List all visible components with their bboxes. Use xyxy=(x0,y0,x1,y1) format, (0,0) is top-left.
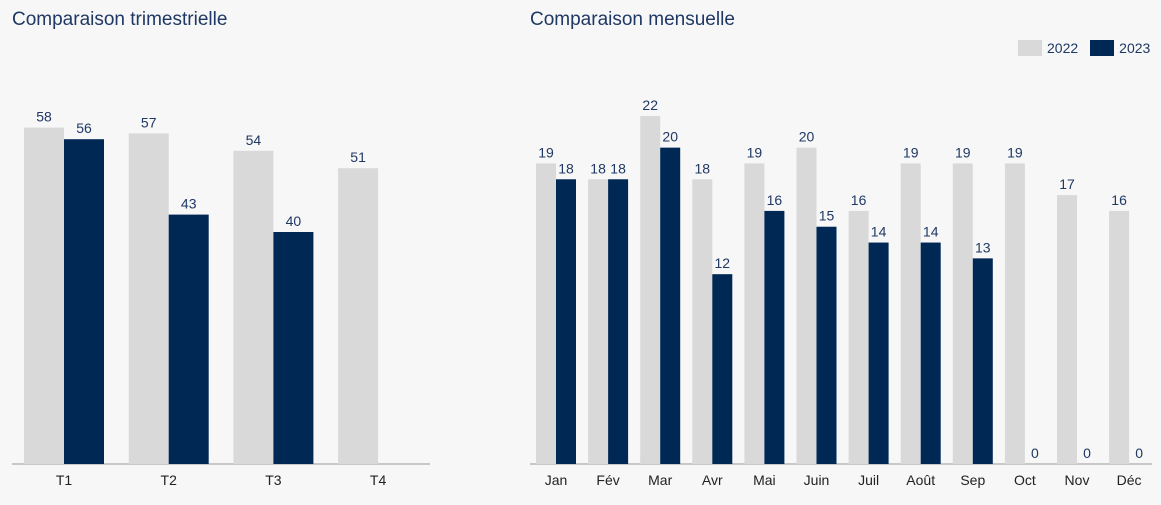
m-bar-2023-Fév xyxy=(608,179,629,465)
q-bar-2022-T3 xyxy=(233,150,274,465)
m-data-label-2022-Oct: 19 xyxy=(1007,144,1023,160)
m-data-label-2023-Nov: 0 xyxy=(1083,445,1091,461)
q-data-label-2023-T3: 40 xyxy=(286,213,302,229)
m-bar-2022-Oct xyxy=(1004,163,1025,465)
m-data-label-2022-Fév: 18 xyxy=(590,160,606,176)
q-bar-2022-T2 xyxy=(128,133,169,464)
m-data-label-2022-Mar: 22 xyxy=(642,97,658,113)
m-bar-2023-Jan xyxy=(556,179,576,465)
q-data-label-2022-T3: 54 xyxy=(246,132,262,148)
legend-swatch-2022 xyxy=(1018,40,1042,56)
m-data-label-2023-Mar: 20 xyxy=(662,129,678,145)
m-data-label-2022-Juin: 20 xyxy=(799,129,815,145)
m-bar-2023-Août xyxy=(920,242,941,464)
m-data-label-2022-Sep: 19 xyxy=(955,144,971,160)
m-bar-2022-Nov xyxy=(1057,195,1077,464)
q-tick-label-T2: T2 xyxy=(161,472,178,488)
m-bar-2023-Mai xyxy=(764,210,785,464)
m-bar-2023-Juin xyxy=(816,226,837,464)
m-data-label-2023-Sep: 13 xyxy=(975,239,991,255)
m-tick-label-Août: Août xyxy=(906,472,935,488)
m-data-label-2022-Avr: 18 xyxy=(695,160,711,176)
m-bar-2023-Avr xyxy=(712,274,733,464)
m-bar-2022-Mar xyxy=(640,116,661,464)
legend-label-2023: 2023 xyxy=(1119,40,1151,56)
q-tick-label-T1: T1 xyxy=(56,472,73,488)
m-tick-label-Fév: Fév xyxy=(596,472,619,488)
m-bar-2022-Mai xyxy=(744,163,765,465)
q-data-label-2023-T2: 43 xyxy=(181,196,197,212)
m-tick-label-Sep: Sep xyxy=(960,472,985,488)
q-bar-2022-T4 xyxy=(338,168,379,464)
m-bar-2022-Sep xyxy=(952,163,973,465)
q-data-label-2022-T2: 57 xyxy=(141,114,157,130)
m-data-label-2022-Août: 19 xyxy=(903,144,919,160)
m-tick-label-Déc: Déc xyxy=(1117,472,1142,488)
m-tick-label-Juil: Juil xyxy=(858,472,879,488)
m-data-label-2023-Jan: 18 xyxy=(558,160,574,176)
m-data-label-2023-Fév: 18 xyxy=(610,160,626,176)
m-data-label-2022-Jan: 19 xyxy=(538,144,554,160)
m-bar-2022-Août xyxy=(900,163,921,465)
m-data-label-2023-Oct: 0 xyxy=(1031,445,1039,461)
m-tick-label-Avr: Avr xyxy=(702,472,723,488)
m-bar-2022-Juin xyxy=(796,147,817,465)
q-data-label-2022-T1: 58 xyxy=(36,109,52,125)
m-bar-2023-Juil xyxy=(868,242,889,464)
m-data-label-2023-Avr: 12 xyxy=(715,255,731,271)
m-data-label-2023-Juil: 14 xyxy=(871,224,887,240)
q-bar-2023-T1 xyxy=(64,139,104,464)
q-data-label-2023-T1: 56 xyxy=(76,120,92,136)
legend-swatch-2023 xyxy=(1090,40,1115,56)
m-data-label-2023-Août: 14 xyxy=(923,224,939,240)
m-tick-label-Jan: Jan xyxy=(545,472,568,488)
m-data-label-2023-Déc: 0 xyxy=(1135,445,1143,461)
q-data-label-2022-T4: 51 xyxy=(350,149,366,165)
m-bar-2022-Avr xyxy=(692,179,713,465)
m-tick-label-Oct: Oct xyxy=(1014,472,1036,488)
m-data-label-2022-Juil: 16 xyxy=(851,192,867,208)
m-bar-2023-Mar xyxy=(660,147,681,465)
monthly-chart-title: Comparaison mensuelle xyxy=(530,9,735,30)
m-bar-2022-Fév xyxy=(588,179,609,465)
legend-label-2022: 2022 xyxy=(1047,40,1079,56)
q-tick-label-T3: T3 xyxy=(265,472,282,488)
m-bar-2022-Déc xyxy=(1109,210,1130,464)
m-tick-label-Juin: Juin xyxy=(804,472,830,488)
m-bar-2022-Juil xyxy=(848,210,869,464)
m-bar-2022-Jan xyxy=(536,163,556,465)
m-data-label-2022-Nov: 17 xyxy=(1059,176,1075,192)
m-data-label-2023-Mai: 16 xyxy=(767,192,783,208)
q-tick-label-T4: T4 xyxy=(370,472,387,488)
m-bar-2023-Sep xyxy=(972,258,993,464)
m-data-label-2022-Déc: 16 xyxy=(1111,192,1127,208)
quarterly-chart-title: Comparaison trimestrielle xyxy=(12,9,228,30)
m-tick-label-Mai: Mai xyxy=(753,472,776,488)
m-data-label-2023-Juin: 15 xyxy=(819,208,835,224)
q-bar-2023-T3 xyxy=(273,232,314,464)
m-data-label-2022-Mai: 19 xyxy=(747,144,763,160)
monthly-legend: 2022 2023 xyxy=(1018,40,1161,56)
m-tick-label-Mar: Mar xyxy=(648,472,672,488)
m-tick-label-Nov: Nov xyxy=(1065,472,1090,488)
q-bar-2023-T2 xyxy=(168,214,209,464)
q-bar-2022-T1 xyxy=(24,127,64,464)
